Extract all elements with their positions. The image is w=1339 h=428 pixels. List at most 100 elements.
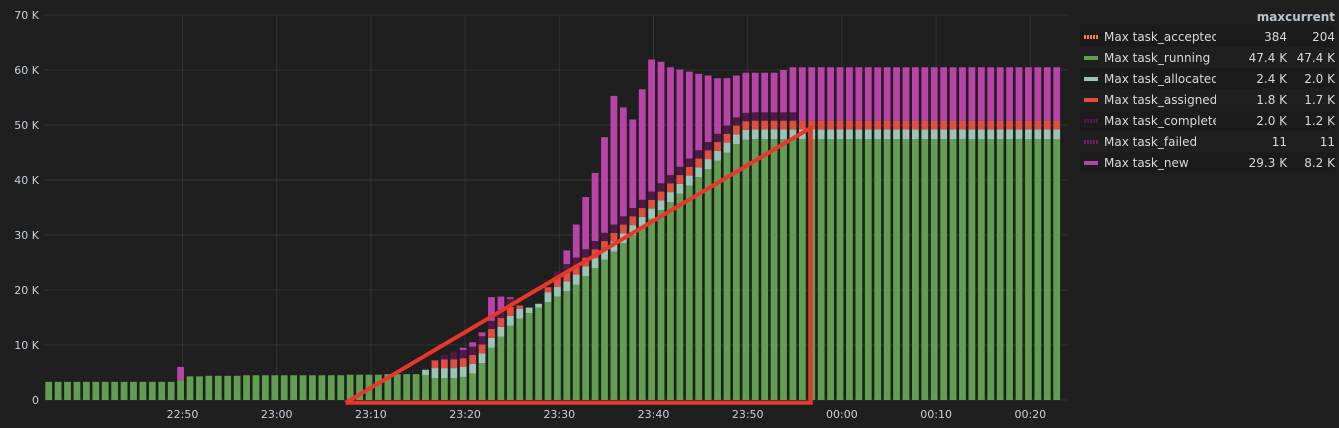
bar-segment: [167, 381, 175, 400]
bar-segment: [469, 363, 477, 374]
bar-segment: [742, 121, 750, 130]
bar-segment: [667, 183, 674, 193]
legend-item[interactable]: Max task_complete 2.0 K 1.2 K: [1080, 110, 1335, 131]
legend-item[interactable]: Max task_failed 11 11: [1080, 131, 1335, 152]
bar-segment: [676, 183, 684, 194]
legend-item[interactable]: Max task_allocated 2.4 K 2.0 K: [1080, 68, 1335, 89]
bar-segment: [459, 367, 467, 377]
bar-segment: [638, 208, 646, 217]
bar-segment: [450, 378, 458, 400]
legend-item[interactable]: Max task_assigned 1.8 K 1.7 K: [1080, 89, 1335, 110]
bar-segment: [384, 374, 392, 400]
bar-segment: [591, 172, 599, 242]
legend-swatch: [1084, 55, 1098, 60]
x-tick-label: 22:50: [167, 408, 199, 421]
bar-segment: [883, 120, 891, 130]
bar-segment: [921, 67, 929, 121]
bar-segment: [431, 360, 439, 369]
bar-segment: [770, 120, 778, 130]
bar-segment: [497, 326, 505, 337]
bar-segment: [554, 271, 561, 278]
bar-segment: [431, 368, 439, 378]
legend-item[interactable]: Max task_accepted 384 204: [1080, 26, 1335, 47]
bar-segment: [987, 129, 995, 140]
bar-segment: [902, 67, 910, 121]
bar-segment: [459, 376, 467, 400]
bar-segment: [864, 139, 872, 401]
bar-segment: [290, 375, 298, 400]
bar-segment: [610, 251, 618, 400]
bar-segment: [1025, 67, 1032, 121]
bar-segment: [968, 120, 976, 130]
y-tick-label: 50 K: [14, 119, 39, 132]
bar-segment: [525, 313, 533, 400]
bar-segment: [130, 381, 137, 400]
legend-header: max current: [1080, 8, 1335, 26]
bar-segment: [959, 129, 966, 140]
bar-segment: [638, 216, 646, 227]
x-tick-label: 23:20: [449, 408, 481, 421]
bar-segment: [751, 120, 759, 130]
bar-segment: [327, 375, 335, 400]
bar-segment: [864, 120, 872, 130]
bar-segment: [949, 129, 957, 140]
bar-segment: [667, 192, 674, 202]
bar-segment: [205, 375, 213, 400]
bar-segment: [459, 349, 467, 359]
bar-segment: [459, 347, 467, 350]
bar-segment: [912, 67, 919, 121]
bar-segment: [619, 224, 627, 234]
bar-segment: [648, 208, 656, 219]
bar-segment: [695, 73, 703, 151]
bar-segment: [704, 169, 712, 400]
bar-segment: [186, 376, 194, 400]
bar-segment: [846, 120, 853, 130]
legend-item[interactable]: Max task_new 29.3 K 8.2 K: [1080, 152, 1335, 173]
bar-segment: [629, 119, 637, 209]
x-tick-label: 23:30: [543, 408, 575, 421]
bar-segment: [582, 249, 590, 258]
bar-segment: [403, 374, 411, 400]
bar-segment: [751, 129, 759, 140]
bar-segment: [488, 347, 495, 400]
bar-segment: [657, 61, 665, 184]
y-tick-label: 70 K: [14, 9, 39, 22]
x-tick-label: 00:10: [920, 408, 952, 421]
bar-segment: [1043, 139, 1051, 401]
bar-segment: [704, 75, 712, 143]
bar-segment: [723, 78, 731, 126]
bar-segment: [883, 139, 891, 401]
legend-current-value: 1.2 K: [1304, 113, 1335, 128]
bar-segment: [874, 120, 882, 130]
bar-segment: [846, 129, 853, 140]
bar-segment: [798, 120, 806, 130]
bar-segment: [808, 67, 816, 121]
bar-segment: [601, 249, 608, 260]
bar-segment: [685, 175, 693, 186]
bar-segment: [780, 139, 787, 401]
bar-segment: [780, 129, 787, 140]
bar-segment: [949, 139, 957, 401]
bar-segment: [1053, 67, 1061, 121]
bar-segment: [921, 120, 929, 130]
bar-segment: [940, 67, 948, 121]
bar-segment: [977, 67, 985, 121]
bar-segment: [478, 344, 486, 354]
bar-segment: [695, 167, 703, 178]
bar-segment: [544, 287, 552, 293]
bar-segment: [506, 325, 514, 400]
bar-segment: [440, 359, 448, 369]
bar-segment: [761, 139, 769, 401]
bar-segment: [846, 139, 853, 401]
bar-segment: [610, 241, 618, 252]
bar-segment: [1015, 129, 1023, 140]
legend-item[interactable]: Max task_running 47.4 K 47.4 K: [1080, 47, 1335, 68]
bar-segment: [836, 120, 844, 130]
bar-segment: [516, 305, 524, 309]
bar-segment: [582, 197, 590, 250]
y-axis-ticks: 0 10 K 20 K 30 K 40 K 50 K 60 K 70 K: [14, 9, 39, 407]
bar-segment: [497, 296, 505, 310]
bar-segment: [1043, 120, 1051, 130]
bar-segment: [761, 112, 769, 121]
legend-swatch: [1084, 160, 1098, 165]
